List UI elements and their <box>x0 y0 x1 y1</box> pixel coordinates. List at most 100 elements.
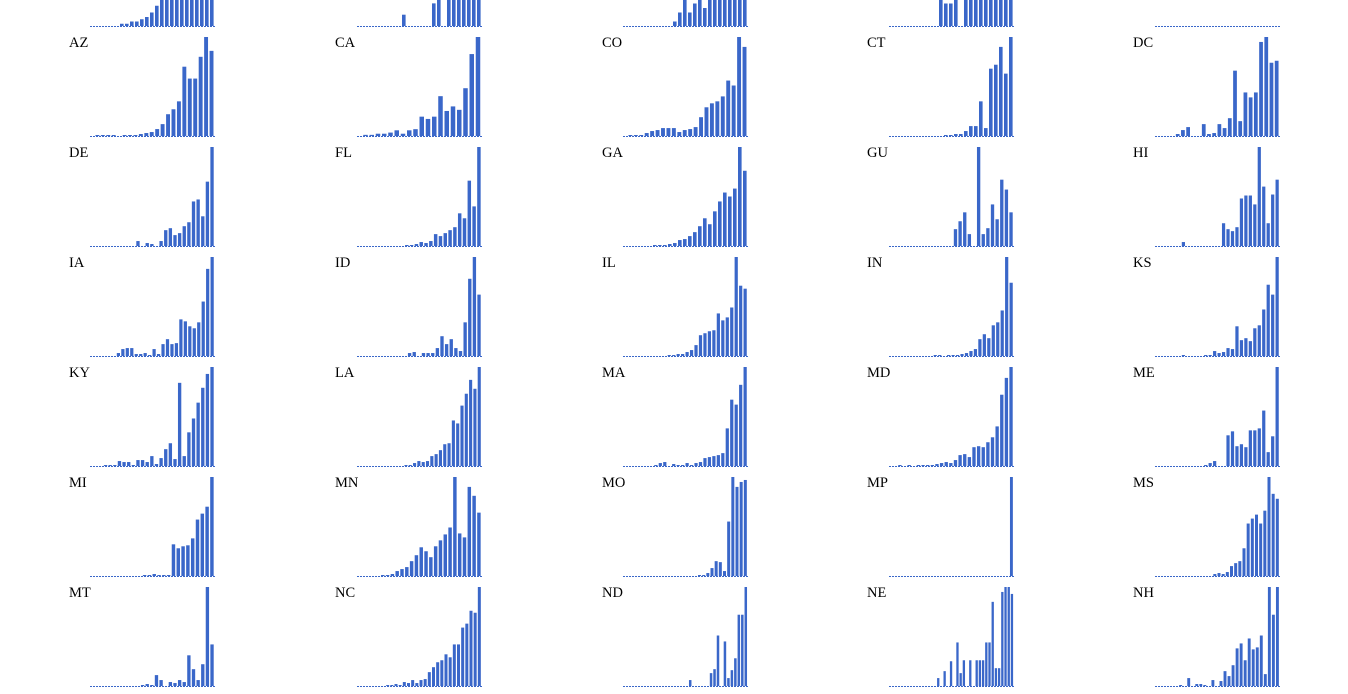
bar <box>1271 493 1275 576</box>
bar <box>1000 179 1004 246</box>
bar <box>1235 326 1239 356</box>
bar <box>425 461 430 466</box>
bar <box>955 355 960 356</box>
panel-label: NC <box>335 585 356 601</box>
bar <box>949 661 953 686</box>
bar <box>113 465 117 466</box>
panel-label: MS <box>1133 475 1154 491</box>
bar <box>921 465 925 466</box>
bar <box>693 127 698 136</box>
bar <box>964 131 968 136</box>
bar <box>1179 685 1183 686</box>
bar <box>743 288 747 356</box>
bar <box>967 457 972 466</box>
bar <box>1231 665 1235 686</box>
bar <box>1244 195 1248 246</box>
bar <box>1271 614 1275 686</box>
bar <box>419 547 423 576</box>
bar <box>1004 0 1008 26</box>
bar <box>438 96 443 136</box>
bar <box>633 135 638 136</box>
bar <box>1262 410 1266 466</box>
bar <box>175 0 179 26</box>
bar <box>1235 648 1239 686</box>
bar <box>409 245 414 246</box>
bar <box>663 462 667 466</box>
bar <box>1221 574 1225 576</box>
bar <box>1009 0 1013 26</box>
bar <box>125 348 129 356</box>
bar <box>737 614 741 686</box>
bar <box>173 235 177 246</box>
bar <box>1000 310 1004 356</box>
bar <box>1248 97 1253 136</box>
bar <box>728 0 732 26</box>
bar <box>477 0 481 26</box>
bar <box>982 334 986 356</box>
bar <box>1262 186 1266 246</box>
bar <box>681 465 685 466</box>
bar <box>1259 41 1263 137</box>
bar <box>681 354 685 356</box>
bar <box>465 623 469 686</box>
bar <box>1238 561 1242 576</box>
bar <box>210 477 214 576</box>
bar <box>716 455 720 466</box>
bar <box>935 464 939 466</box>
bar <box>394 684 398 686</box>
bar <box>407 683 410 686</box>
bar <box>469 610 473 686</box>
bar <box>986 228 990 246</box>
bar <box>205 373 210 466</box>
bar <box>706 573 710 576</box>
bar <box>413 463 417 466</box>
bar <box>727 678 730 686</box>
bar <box>412 352 416 356</box>
bar <box>433 234 438 246</box>
panel-label: DC <box>1133 35 1154 51</box>
bar <box>155 129 160 136</box>
bar <box>1221 352 1226 356</box>
bar <box>161 344 165 356</box>
bar <box>689 465 694 466</box>
bar <box>443 534 447 576</box>
panel-label: NH <box>1133 585 1154 601</box>
bar <box>210 644 214 686</box>
bar <box>447 0 451 26</box>
bar <box>398 685 402 686</box>
bar <box>138 134 143 136</box>
bar <box>1181 355 1185 356</box>
bar <box>444 654 448 686</box>
panel-label: CO <box>602 35 623 51</box>
bar <box>457 644 460 686</box>
bar <box>1262 309 1266 356</box>
bar <box>168 443 173 466</box>
bar <box>419 680 423 686</box>
bar <box>987 338 991 356</box>
bar <box>473 612 477 686</box>
bar <box>206 268 210 356</box>
bar <box>147 575 152 576</box>
bar <box>963 212 967 246</box>
bar <box>448 527 452 576</box>
bar <box>201 664 205 686</box>
bar <box>1203 685 1207 686</box>
bar <box>1271 194 1275 246</box>
bar <box>159 458 163 466</box>
bar <box>128 135 132 136</box>
bar <box>1230 431 1235 466</box>
panel-label: AZ <box>69 35 89 51</box>
bar <box>209 50 214 136</box>
bar <box>944 135 948 136</box>
bar <box>198 56 203 136</box>
bar <box>458 351 463 356</box>
bar <box>683 0 687 26</box>
bar <box>713 0 717 26</box>
bar <box>463 322 467 356</box>
panel-label: LA <box>335 365 355 381</box>
bar <box>150 456 154 466</box>
panel-label: MN <box>335 475 359 491</box>
